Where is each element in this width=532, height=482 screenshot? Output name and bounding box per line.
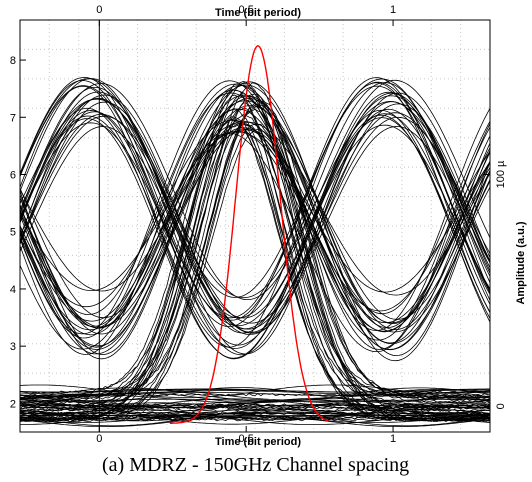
eye-trace-floor	[19, 408, 491, 419]
eye-trace	[19, 112, 491, 330]
eye-trace	[19, 107, 491, 360]
y-tick-label-left: 4	[10, 284, 16, 296]
eye-trace-floor	[19, 412, 491, 425]
eye-trace	[19, 123, 491, 400]
y-tick-label-left: 8	[10, 55, 16, 67]
eye-trace-floor	[19, 411, 491, 427]
eye-trace	[19, 84, 491, 329]
eye-trace	[19, 87, 491, 334]
eye-trace	[19, 105, 491, 402]
y-tick-label-left: 3	[10, 341, 16, 353]
x-tick-label-bottom: 1	[390, 433, 396, 445]
eye-trace	[19, 105, 491, 320]
eye-trace-floor	[19, 392, 491, 407]
eye-trace	[19, 114, 491, 359]
gaussian-pulse-curve	[169, 44, 329, 424]
y-tick-label-left: 6	[10, 170, 16, 182]
bottom-x-axis-title: Time (bit period)	[215, 436, 301, 448]
figure-caption: (a) MDRZ - 150GHz Channel spacing	[102, 454, 409, 476]
eye-trace	[19, 84, 491, 329]
eye-trace-floor	[20, 414, 491, 425]
x-tick-label-top: 1	[390, 4, 396, 16]
eye-trace	[19, 76, 491, 321]
eye-trace	[19, 98, 491, 335]
eye-trace-floor	[19, 397, 491, 408]
right-y-axis-title: Amplitude (a.u.)	[515, 221, 527, 304]
eye-trace	[19, 82, 491, 348]
y-tick-label-right: 0	[495, 403, 507, 409]
eye-trace	[19, 101, 491, 334]
gaussian-pulse	[169, 44, 329, 424]
x-tick-label-top: 0	[96, 4, 102, 16]
plot-frame	[19, 19, 491, 433]
x-tick-label-top: 0.5	[239, 4, 254, 16]
eye-trace	[19, 91, 491, 330]
eye-trace	[19, 95, 491, 362]
eye-trace	[19, 92, 491, 333]
y-tick-label-left: 7	[10, 112, 16, 124]
eye-trace	[19, 85, 491, 319]
eye-trace	[19, 79, 491, 300]
x-tick-label-bottom: 0	[96, 433, 102, 445]
eye-trace-floor	[19, 408, 491, 421]
eye-trace	[19, 405, 491, 409]
eye-trace	[19, 108, 491, 403]
eye-trace	[19, 126, 491, 335]
eye-trace	[19, 122, 491, 327]
y-tick-label-left: 2	[10, 398, 16, 410]
plot-border	[19, 19, 491, 433]
eye-trace	[19, 127, 491, 351]
eye-trace-floor	[20, 402, 491, 413]
eye-traces	[19, 76, 491, 427]
eye-trace	[19, 115, 491, 324]
eye-trace	[19, 129, 491, 347]
eye-trace-floor	[19, 398, 491, 410]
eye-trace	[19, 123, 491, 423]
y-tick-label-left: 5	[10, 227, 16, 239]
top-x-axis-title: Time (bit period)	[215, 7, 301, 19]
eye-trace	[19, 118, 491, 413]
y-tick-label-right: 100 µ	[495, 160, 507, 188]
eye-trace	[19, 120, 491, 355]
eye-trace	[19, 78, 491, 298]
eye-trace-floor	[19, 413, 491, 423]
eye-trace-floor	[19, 387, 491, 402]
eye-trace-floor	[19, 389, 491, 393]
axis-ticks: 0 0 0.5 0.5 1 1 2 3 4 5 6 7 8 0 100 µ	[10, 4, 507, 445]
x-tick-label-bottom: 0.5	[239, 433, 254, 445]
